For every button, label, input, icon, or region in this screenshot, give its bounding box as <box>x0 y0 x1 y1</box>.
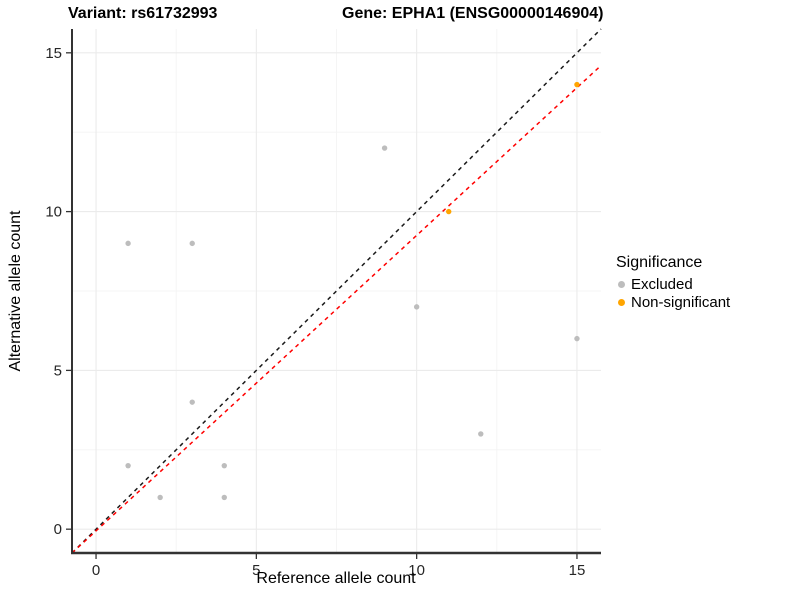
plot-title-variant: Variant: rs61732993 <box>68 5 218 22</box>
excluded-swatch-icon <box>618 280 625 288</box>
data-point-excluded <box>189 399 195 405</box>
legend-item-label: Excluded <box>631 275 693 293</box>
data-point-excluded <box>381 145 388 151</box>
data-point-excluded <box>189 240 195 247</box>
plot-title-gene: Gene: EPHA1 (ENSG00000146904) <box>342 5 604 22</box>
x-tick-label: 5 <box>252 562 260 579</box>
legend: Significance Excluded Non-significant <box>616 254 730 311</box>
legend-item-non-significant: Non-significant <box>616 293 730 311</box>
x-tick-label: 0 <box>92 562 100 579</box>
data-point-excluded <box>478 431 484 437</box>
data-point-non-significant <box>574 81 580 88</box>
data-point-excluded <box>221 462 227 469</box>
y-tick-label: 5 <box>54 362 62 379</box>
y-axis-title: Alternative allele count <box>7 210 24 372</box>
legend-item-label: Non-significant <box>631 293 731 311</box>
legend-title: Significance <box>616 254 703 271</box>
x-axis-title: Reference allele count <box>256 570 416 587</box>
x-tick-label: 10 <box>408 562 425 579</box>
legend-item-excluded: Excluded <box>616 275 730 293</box>
data-point-excluded <box>574 335 580 342</box>
data-point-excluded <box>157 494 163 501</box>
data-point-excluded <box>125 462 131 469</box>
data-point-excluded <box>125 240 131 247</box>
y-tick-label: 0 <box>54 521 62 538</box>
data-point-excluded <box>413 304 420 310</box>
y-tick-label: 10 <box>45 204 62 221</box>
x-tick-label: 15 <box>569 562 586 579</box>
non-significant-swatch-icon <box>618 298 625 306</box>
data-point-excluded <box>221 494 227 501</box>
data-point-non-significant <box>446 208 452 215</box>
y-tick-label: 15 <box>45 45 62 62</box>
